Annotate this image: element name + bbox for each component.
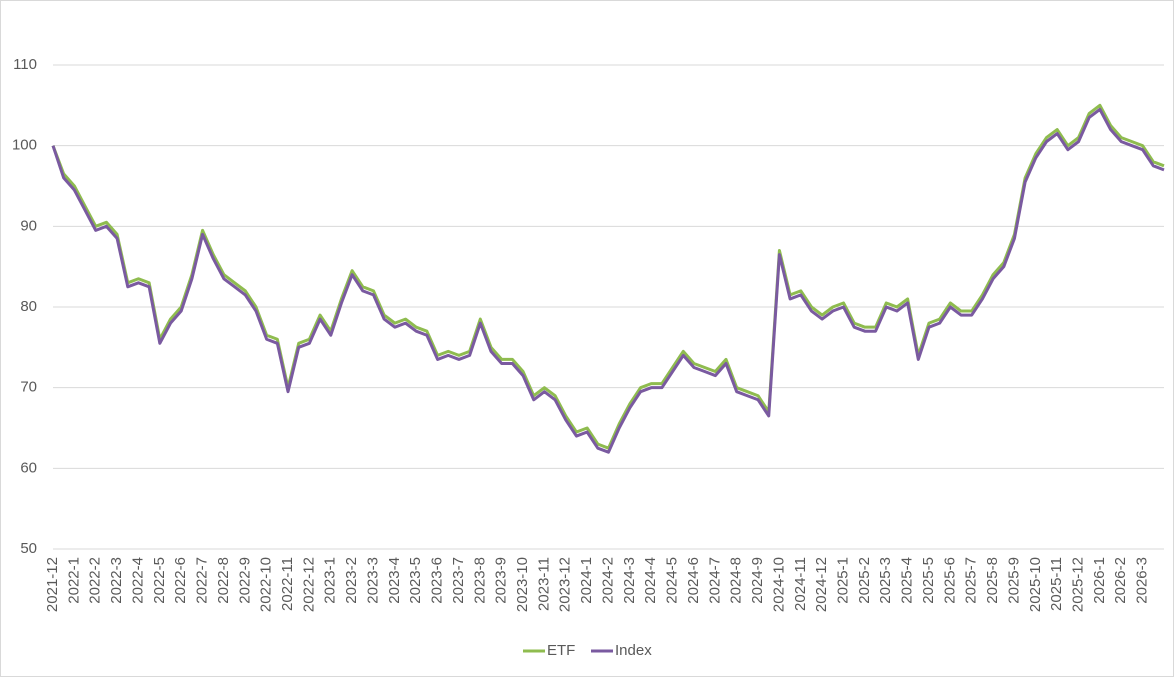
x-tick-label: 2022-1 [65,557,82,604]
x-tick-label: 2024-6 [685,557,702,604]
x-tick-label: 2022-12 [300,557,317,612]
y-tick-label: 80 [20,298,37,315]
x-tick-label: 2026-2 [1112,557,1129,604]
x-tick-label: 2023-2 [343,557,360,604]
x-tick-label: 2023-6 [429,557,446,604]
x-tick-label: 2025-8 [984,557,1001,604]
x-tick-label: 2025-3 [877,557,894,604]
x-tick-label: 2024-2 [599,557,616,604]
line-series [51,107,1165,454]
x-tick-label: 2023-4 [386,557,403,604]
x-tick-label: 2024-3 [621,557,638,604]
y-tick-label: 60 [20,459,37,476]
x-tick-label: 2024-7 [706,557,723,604]
x-tick-label: 2023-3 [364,557,381,604]
x-tick-label: 2026-3 [1134,557,1151,604]
x-tick-label: 2023-8 [471,557,488,604]
x-tick-label: 2024-4 [642,557,659,604]
x-tick-label: 2025-2 [856,557,873,604]
x-tick-label: 2022-10 [258,557,275,612]
x-tick-label: 2024-9 [749,557,766,604]
legend-label: ETF [547,642,575,659]
x-tick-label: 2023-1 [322,557,339,604]
x-tick-label: 2022-5 [151,557,168,604]
x-tick-label: 2023-12 [557,557,574,612]
x-tick-label: 2022-8 [215,557,232,604]
x-tick-label: 2026-1 [1091,557,1108,604]
x-tick-label: 2023-7 [450,557,467,604]
x-tick-label: 2025-6 [941,557,958,604]
x-tick-label: 2024-12 [813,557,830,612]
line-series [51,103,1165,450]
x-tick-label: 2025-1 [834,557,851,604]
y-tick-label: 70 [20,379,37,396]
x-tick-label: 2024-10 [770,557,787,612]
x-tick-label: 2025-4 [899,557,916,604]
x-tick-label: 2023-10 [514,557,531,612]
x-tick-label: 2023-11 [535,557,552,611]
y-tick-label: 90 [20,217,37,234]
x-tick-label: 2023-9 [493,557,510,604]
legend-label: Index [615,642,652,659]
x-tick-label: 2022-7 [194,557,211,604]
x-tick-label: 2022-3 [108,557,125,604]
x-tick-label: 2023-5 [407,557,424,604]
y-tick-label: 50 [20,540,37,557]
x-tick-label: 2022-2 [87,557,104,604]
x-tick-label: 2025-9 [1005,557,1022,604]
x-tick-label: 2022-9 [236,557,253,604]
y-tick-label: 100 [12,137,37,154]
x-tick-label: 2025-7 [963,557,980,604]
x-tick-label: 2025-12 [1070,557,1087,612]
x-tick-label: 2024-8 [728,557,745,604]
x-tick-label: 2024-5 [664,557,681,604]
x-tick-label: 2025-10 [1027,557,1044,612]
x-tick-label: 2025-11 [1048,557,1065,611]
x-tick-label: 2024-1 [578,557,595,604]
y-tick-label: 110 [13,56,37,73]
x-tick-label: 2022-11 [279,557,296,611]
x-tick-label: 2022-6 [172,557,189,604]
x-tick-label: 2022-4 [129,557,146,604]
x-tick-label: 2021-12 [44,557,61,612]
x-tick-label: 2024-11 [792,557,809,611]
x-tick-label: 2025-5 [920,557,937,604]
